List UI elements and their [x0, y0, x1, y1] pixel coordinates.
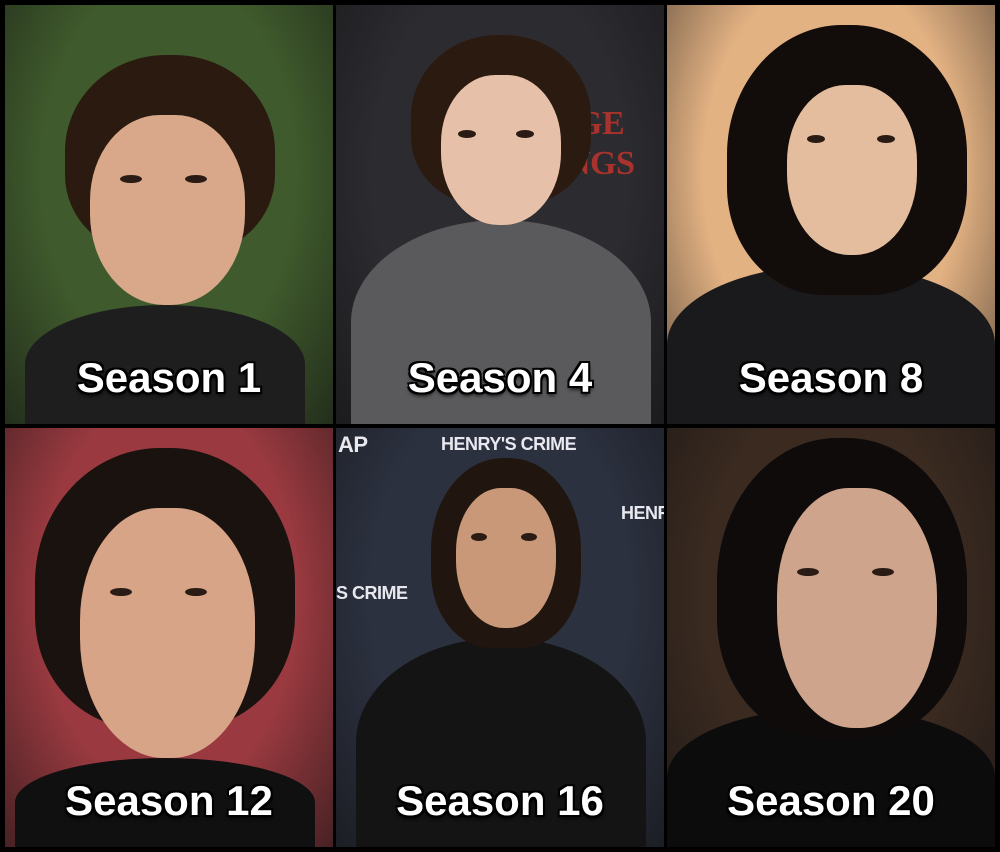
panel-season-12: Season 12 [5, 428, 333, 847]
eye [471, 533, 487, 541]
panel-season-8: Season 8 [667, 5, 995, 424]
caption: Season 4 [407, 354, 593, 401]
person-face [787, 85, 917, 255]
caption: Season 16 [396, 777, 604, 824]
eye [185, 175, 207, 183]
meme-grid: Season 1 GE NGS Season 4 Season 8 Season… [5, 5, 995, 847]
person-face [90, 115, 245, 305]
panel-season-1: Season 1 [5, 5, 333, 424]
person-body [356, 638, 646, 847]
eye [458, 130, 476, 138]
eye [797, 568, 819, 576]
person-face [441, 75, 561, 225]
backdrop-text: HENR [621, 503, 664, 523]
eye [185, 588, 207, 596]
person-face [80, 508, 255, 758]
panel-season-20: Season 20 [667, 428, 995, 847]
panel-season-16: AP HENRY'S CRIME S CRIME HENR Season 16 [336, 428, 664, 847]
eye [807, 135, 825, 143]
backdrop-text: AP [338, 432, 368, 457]
eye [110, 588, 132, 596]
person-face [777, 488, 937, 728]
person-body [25, 305, 305, 424]
caption: Season 8 [738, 354, 924, 401]
person-body [15, 758, 315, 847]
caption: Season 12 [65, 777, 273, 824]
eye [877, 135, 895, 143]
eye [120, 175, 142, 183]
person-body [351, 220, 651, 424]
backdrop-text: S CRIME [336, 583, 408, 603]
eye [872, 568, 894, 576]
caption: Season 20 [727, 777, 935, 824]
caption: Season 1 [76, 354, 262, 401]
backdrop-text: HENRY'S CRIME [441, 434, 577, 454]
eye [521, 533, 537, 541]
panel-season-4: GE NGS Season 4 [336, 5, 664, 424]
person-face [456, 488, 556, 628]
eye [516, 130, 534, 138]
